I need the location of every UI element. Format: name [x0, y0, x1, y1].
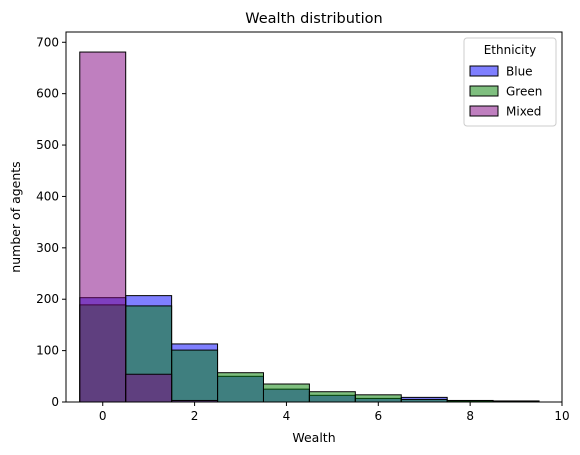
legend-title: Ethnicity [484, 43, 537, 57]
plot-frame [65, 31, 563, 403]
y-tick-label: 400 [36, 189, 59, 203]
bar-green-6 [354, 394, 402, 403]
chart-title: Wealth distribution [245, 11, 382, 27]
legend-label-green: Green [506, 85, 542, 99]
bar-green-5 [308, 391, 356, 403]
x-tick-label: 0 [99, 409, 107, 423]
legend-label-blue: Blue [506, 65, 533, 79]
legend: Ethnicity Blue Green Mixed [463, 37, 557, 127]
bar-green-3 [217, 372, 264, 403]
y-tick-label: 200 [36, 292, 59, 306]
y-tick-label: 700 [36, 35, 59, 49]
y-tick-label: 300 [36, 241, 59, 255]
y-tick-label: 500 [36, 138, 59, 152]
x-axis-label: Wealth [292, 430, 335, 445]
x-tick-label: 8 [466, 409, 474, 423]
y-tick-label: 0 [51, 395, 59, 409]
bar-green-2 [171, 349, 219, 403]
y-tick-label: 100 [36, 344, 59, 358]
bar-mixed-0 [79, 51, 127, 403]
legend-label-mixed: Mixed [506, 105, 541, 119]
x-tick-label: 6 [374, 409, 382, 423]
x-tick-label: 2 [191, 409, 199, 423]
x-tick-label: 4 [283, 409, 291, 423]
legend-swatch-mixed [469, 105, 499, 117]
legend-box [463, 37, 557, 127]
y-axis-label: number of agents [8, 161, 23, 272]
bars-layer [79, 51, 540, 403]
bar-green-4 [262, 383, 310, 403]
legend-swatch-green [469, 85, 499, 97]
y-tick-label: 600 [36, 87, 59, 101]
x-tick-label: 10 [554, 409, 569, 423]
bar-mixed-1 [125, 373, 173, 403]
legend-swatch-blue [469, 65, 499, 77]
